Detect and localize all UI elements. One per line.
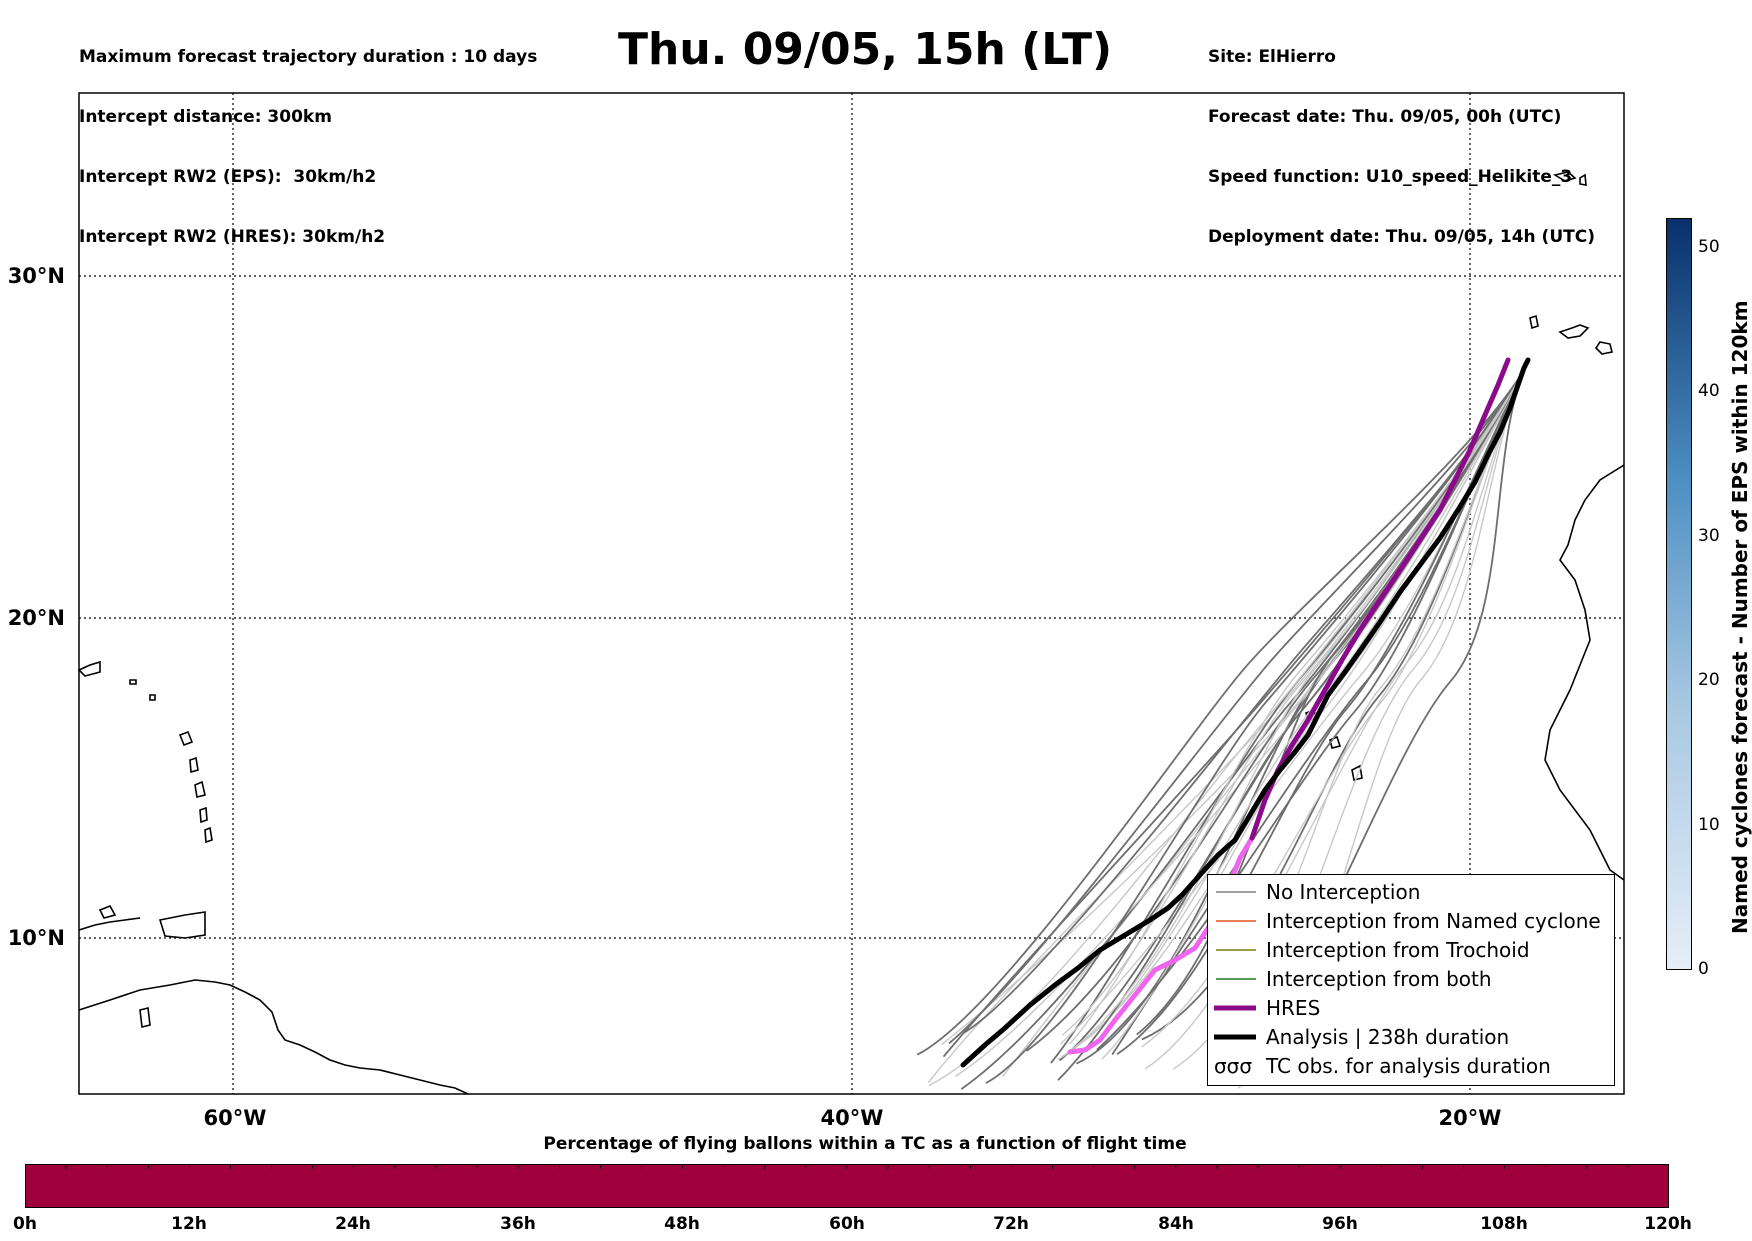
coastline-africa: [1544, 464, 1625, 881]
info-line: Intercept RW2 (HRES): 30km/h2: [79, 227, 386, 247]
flight-bar-caption: Percentage of flying ballons within a TC…: [543, 1134, 1187, 1154]
legend-swatch: [1216, 948, 1256, 951]
info-line: Site: ElHierro: [1208, 47, 1336, 67]
lat-tick-20n: 20°N: [7, 606, 65, 630]
flight-bar-tick: 12h: [171, 1214, 207, 1234]
hres-track: [1249, 357, 1511, 841]
coastline-trinidad: [158, 911, 206, 939]
legend-swatch: [1216, 919, 1256, 922]
colorbar-label: Named cyclones forecast - Number of EPS …: [1728, 300, 1752, 934]
flight-bar-tick: 108h: [1480, 1214, 1528, 1234]
map-gridlines: [79, 93, 1624, 1094]
colorbar-tick: 10: [1698, 815, 1720, 835]
ensemble-trajectory: [1057, 361, 1529, 1081]
page-title: Thu. 09/05, 15h (LT): [618, 24, 1113, 75]
lat-tick-30n: 30°N: [7, 264, 65, 288]
flight-bar-tick: 60h: [829, 1214, 865, 1234]
legend-item-trochoid: Interception from Trochoid: [1208, 935, 1530, 964]
ensemble-trajectory: [985, 361, 1529, 1084]
info-line: Intercept RW2 (EPS): 30km/h2: [79, 167, 377, 187]
info-line: Deployment date: Thu. 09/05, 14h (UTC): [1208, 227, 1595, 247]
analysis-track: [960, 357, 1531, 1068]
map-frame: [78, 92, 1625, 1095]
legend-swatch: [1216, 890, 1256, 893]
colorbar-tick: 50: [1698, 237, 1720, 257]
flight-bar-tick: 96h: [1322, 1214, 1358, 1234]
flight-bar: [25, 1164, 1669, 1208]
legend-label: Interception from Named cyclone: [1266, 908, 1601, 933]
info-line: Forecast date: Thu. 09/05, 00h (UTC): [1208, 107, 1562, 127]
flight-bar-tick: 72h: [993, 1214, 1029, 1234]
legend-item-hres: HRES: [1208, 993, 1320, 1022]
legend-swatch: [1214, 1005, 1256, 1010]
flight-bar-tick: 84h: [1158, 1214, 1194, 1234]
legend-swatch: [1214, 1034, 1256, 1039]
legend-label: Interception from both: [1266, 966, 1492, 991]
ensemble-trajectory: [1061, 361, 1529, 1036]
flight-bar-tick: 48h: [664, 1214, 700, 1234]
legend-item-named-cyclone: Interception from Named cyclone: [1208, 906, 1601, 935]
colorbar-gradient: [1666, 218, 1692, 970]
flight-bar-tick: 120h: [1644, 1214, 1692, 1234]
colorbar-tick: 20: [1698, 670, 1720, 690]
ensemble-trajectory: [1061, 361, 1529, 1057]
coastline-south-america: [78, 979, 469, 1095]
lon-tick-60w: 60°W: [203, 1106, 267, 1130]
legend-item-analysis: Analysis | 238h duration: [1208, 1022, 1509, 1051]
legend-item-both: Interception from both: [1208, 964, 1492, 993]
flight-bar-tick: 24h: [335, 1214, 371, 1234]
legend-label: No Interception: [1266, 879, 1421, 904]
legend: No Interception Interception from Named …: [1207, 874, 1615, 1086]
colorbar-tick: 30: [1698, 526, 1720, 546]
cyclone-colorbar: [1666, 218, 1692, 970]
lat-tick-10n: 10°N: [7, 926, 65, 950]
lon-tick-20w: 20°W: [1438, 1106, 1502, 1130]
colorbar-tick: 40: [1698, 381, 1720, 401]
tc-symbol-icon: σσσ: [1213, 1053, 1253, 1078]
lon-tick-40w: 40°W: [820, 1106, 884, 1130]
ensemble-trajectory: [916, 361, 1529, 1056]
info-line: Maximum forecast trajectory duration : 1…: [79, 47, 538, 67]
coastline-north-coast: [78, 917, 141, 931]
ensemble-trajectory: [948, 361, 1529, 1045]
coastline-puerto-rico: [77, 660, 156, 701]
legend-label: Interception from Trochoid: [1266, 937, 1530, 962]
legend-label: TC obs. for analysis duration: [1266, 1053, 1551, 1078]
legend-label: Analysis | 238h duration: [1266, 1024, 1510, 1049]
legend-swatch: [1216, 977, 1256, 980]
header-left-info: Maximum forecast trajectory duration : 1…: [79, 7, 537, 267]
coastline-canary-islands: [1529, 314, 1613, 355]
ensemble-trajectory: [1116, 361, 1529, 1055]
legend-label: HRES: [1266, 995, 1321, 1020]
flight-bar-tick: 0h: [13, 1214, 37, 1234]
coastline-lesser-antilles: [98, 730, 213, 1028]
coastlines: [77, 171, 1625, 1095]
ensemble-trajectory: [1026, 361, 1529, 1052]
colorbar-tick: 0: [1698, 959, 1709, 979]
flight-bar-tickmarks: [65, 1164, 1629, 1169]
info-line: Intercept distance: 300km: [79, 107, 332, 127]
legend-item-tc-obs: σσσ TC obs. for analysis duration: [1208, 1051, 1551, 1080]
info-line: Speed function: U10_speed_Helikite_3: [1208, 167, 1573, 187]
flight-bar-fill: [25, 1164, 1669, 1208]
flight-bar-tick: 36h: [500, 1214, 536, 1234]
legend-item-no-interception: No Interception: [1208, 877, 1420, 906]
coastline-madeira: [1552, 171, 1587, 186]
header-right-info: Site: ElHierro Forecast date: Thu. 09/05…: [1208, 7, 1595, 267]
